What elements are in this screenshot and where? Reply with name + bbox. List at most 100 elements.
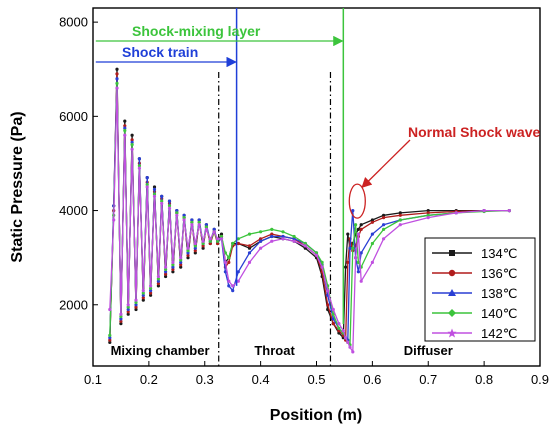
data-point [382,237,386,241]
annotations: Shock-mixing layer Shock train Normal Shoc… [95,8,540,324]
data-point [149,291,153,295]
data-point [382,223,386,227]
data-point [292,234,296,239]
data-point [398,223,402,227]
data-point [208,239,212,243]
data-point [426,211,430,215]
data-point [137,166,141,170]
data-point [219,234,224,239]
data-point [156,284,160,288]
data-point [126,312,130,316]
data-point [359,223,363,227]
data-point [201,239,205,243]
data-point [292,239,296,243]
data-point [175,209,179,213]
data-point [182,213,186,217]
y-axis-label: Static Pressure (Pa) [9,111,26,262]
data-point [193,246,197,250]
data-point [190,223,194,227]
x-tick-label: 0.5 [307,372,325,387]
data-point [223,260,227,264]
data-point [370,232,374,236]
data-point [337,322,341,326]
data-point [227,260,231,264]
data-point [171,267,175,271]
legend: 134℃ 136℃ 138℃ 140℃ 142℃ [424,237,536,342]
data-point [351,246,355,250]
data-point [115,67,119,71]
data-point [126,307,130,312]
data-point [331,317,335,321]
data-point [193,241,197,246]
data-point [259,239,263,243]
data-point [160,199,164,203]
data-point [108,333,112,337]
data-point [331,307,335,312]
data-point [320,260,324,264]
x-tick-label: 0.8 [475,372,493,387]
data-point [126,310,130,314]
data-point [119,319,123,323]
data-point [152,187,157,191]
data-point [190,220,194,224]
data-point [193,244,197,248]
data-point [204,227,208,231]
data-point [160,194,164,198]
x-axis-label: Position (m) [270,407,362,424]
data-point [331,322,335,326]
data-point [164,267,168,271]
data-point [398,211,402,215]
data-point [281,234,285,239]
data-point [356,260,360,264]
data-point [204,225,208,229]
data-point [167,204,172,208]
region-label: Diffuser [404,343,453,358]
legend-label-3: 140℃ [481,306,517,321]
data-point [130,143,134,147]
legend-label-2: 138℃ [481,286,517,301]
data-point [337,326,341,330]
data-point [134,298,138,302]
data-point [326,289,330,293]
data-point [182,216,186,220]
data-point [426,216,430,220]
data-point [219,237,224,241]
data-point [382,227,386,231]
data-point [164,272,168,276]
data-point [160,201,164,206]
data-point [247,244,252,248]
data-point [227,256,231,260]
data-point [382,213,386,217]
data-point [149,289,153,293]
data-point [216,237,220,241]
data-point [137,164,141,168]
data-point [303,241,307,246]
data-point [426,209,430,213]
data-point [359,227,363,231]
y-tick-label: 2000 [59,297,88,312]
shock-train-label: Shock train [122,44,198,60]
data-point [149,293,153,297]
data-point [320,265,324,269]
data-point [354,256,358,260]
data-point [186,249,190,253]
data-point [149,284,153,288]
data-point [231,289,235,293]
data-point [236,279,240,283]
data-point [314,253,319,257]
data-point [193,251,197,255]
y-tick-label: 6000 [59,109,88,124]
data-point [108,338,112,342]
data-point [156,279,160,283]
data-point [212,227,216,231]
data-point [197,220,201,224]
data-point [208,237,212,241]
data-point [247,246,252,250]
data-point [259,246,263,250]
x-tick-label: 0.4 [252,372,270,387]
y-tick-label: 8000 [59,15,88,30]
data-point [112,218,116,222]
data-point [231,284,235,288]
data-point [370,241,374,246]
data-point [123,133,127,137]
